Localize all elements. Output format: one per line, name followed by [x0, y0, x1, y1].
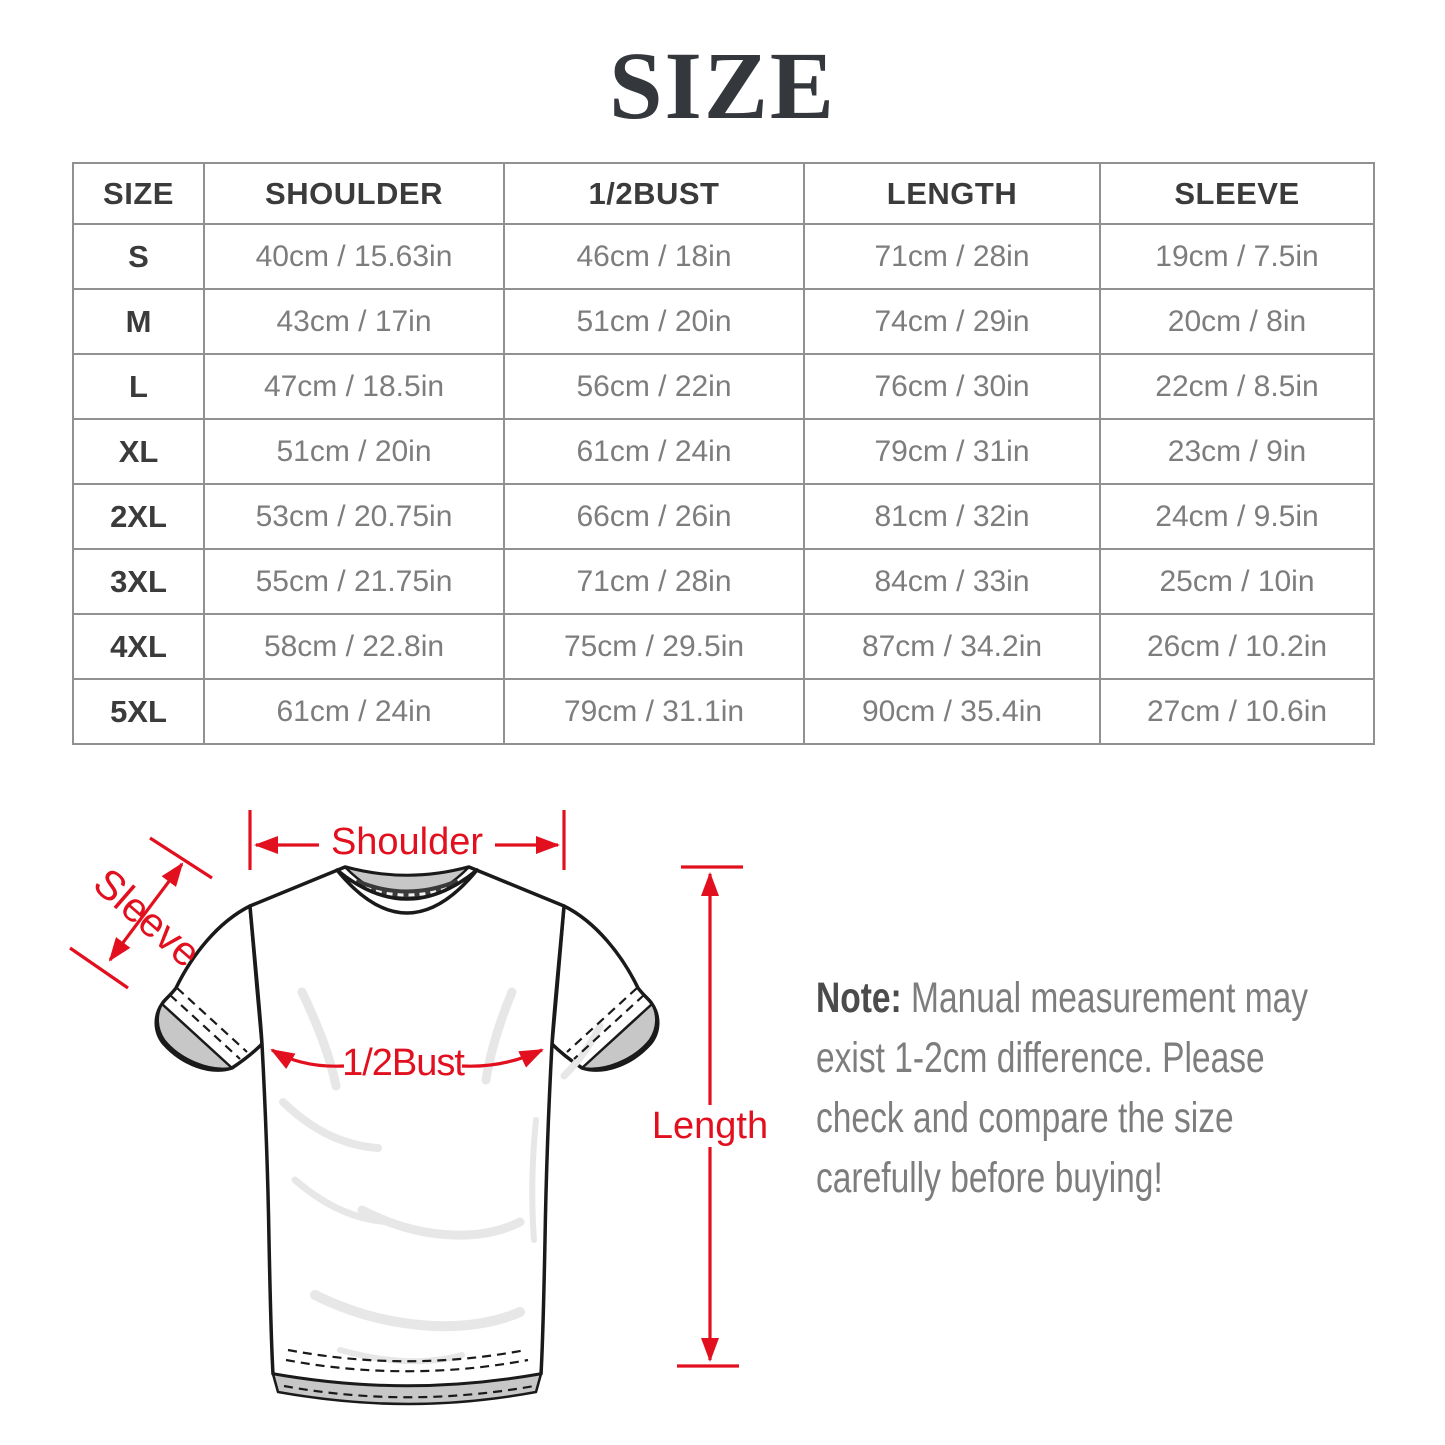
size-cell: 4XL [72, 613, 205, 680]
size-cell: 5XL [72, 678, 205, 745]
header-shoulder: SHOULDER [203, 162, 505, 225]
measurement-cell: 84cm / 33in [803, 548, 1101, 615]
shoulder-measure-label: Shoulder [318, 821, 496, 863]
half-bust-arrow [270, 1048, 544, 1070]
measurement-cell: 22cm / 8.5in [1099, 353, 1375, 420]
note-prefix: Note: [816, 974, 902, 1022]
measurement-cell: 61cm / 24in [203, 678, 505, 745]
table-row: 4XL 58cm / 22.8in 75cm / 29.5in 87cm / 34.2… [72, 613, 1375, 680]
note-line: exist 1-2cm difference. Please [816, 1034, 1265, 1082]
measurement-cell: 79cm / 31in [803, 418, 1101, 485]
measurement-cell: 51cm / 20in [503, 288, 805, 355]
measurement-cell: 19cm / 7.5in [1099, 223, 1375, 290]
measurement-cell: 53cm / 20.75in [203, 483, 505, 550]
note-line: check and compare the size [816, 1094, 1234, 1142]
sleeve-arrow [69, 836, 213, 990]
measurement-cell: 51cm / 20in [203, 418, 505, 485]
measurement-cell: 47cm / 18.5in [203, 353, 505, 420]
size-cell: 2XL [72, 483, 205, 550]
note-line: Note: Manual measurement may [816, 974, 1309, 1022]
size-cell: 3XL [72, 548, 205, 615]
measurement-cell: 71cm / 28in [803, 223, 1101, 290]
size-cell: L [72, 353, 205, 420]
measurement-cell: 66cm / 26in [503, 483, 805, 550]
measurement-cell: 81cm / 32in [803, 483, 1101, 550]
table-row: M 43cm / 17in 51cm / 20in 74cm / 29in 20cm /… [72, 288, 1375, 355]
measurement-cell: 87cm / 34.2in [803, 613, 1101, 680]
measurement-cell: 20cm / 8in [1099, 288, 1375, 355]
measurement-cell: 90cm / 35.4in [803, 678, 1101, 745]
measurement-cell: 23cm / 9in [1099, 418, 1375, 485]
table-row: 3XL 55cm / 21.75in 71cm / 28in 84cm / 33in 2… [72, 548, 1375, 615]
half-bust-measure-label: 1/2Bust [342, 1042, 465, 1084]
measurement-cell: 46cm / 18in [503, 223, 805, 290]
header-length: LENGTH [803, 162, 1101, 225]
table-row: 5XL 61cm / 24in 79cm / 31.1in 90cm / 35.4in… [72, 678, 1375, 745]
measurement-cell: 74cm / 29in [803, 288, 1101, 355]
measurement-cell: 56cm / 22in [503, 353, 805, 420]
measurement-cell: 71cm / 28in [503, 548, 805, 615]
table-row: XL 51cm / 20in 61cm / 24in 79cm / 31in 23cm … [72, 418, 1375, 485]
table-header-row: SIZE SHOULDER 1/2BUST LENGTH SLEEVE [72, 162, 1375, 225]
table-row: 2XL 53cm / 20.75in 66cm / 26in 81cm / 32in 2… [72, 483, 1375, 550]
header-sleeve: SLEEVE [1099, 162, 1375, 225]
measurement-cell: 79cm / 31.1in [503, 678, 805, 745]
header-size: SIZE [72, 162, 205, 225]
measurement-cell: 61cm / 24in [503, 418, 805, 485]
measurement-cell: 75cm / 29.5in [503, 613, 805, 680]
measurement-cell: 55cm / 21.75in [203, 548, 505, 615]
length-measure-label: Length [639, 1105, 781, 1147]
size-cell: XL [72, 418, 205, 485]
note-line: carefully before buying! [816, 1154, 1163, 1202]
measurement-cell: 27cm / 10.6in [1099, 678, 1375, 745]
size-table: SIZE SHOULDER 1/2BUST LENGTH SLEEVE S 40c… [72, 162, 1375, 745]
tshirt-diagram [69, 810, 743, 1406]
tshirt-illustration [154, 865, 660, 1406]
header-half-bust: 1/2BUST [503, 162, 805, 225]
measurement-cell: 25cm / 10in [1099, 548, 1375, 615]
measurement-cell: 26cm / 10.2in [1099, 613, 1375, 680]
measurement-cell: 40cm / 15.63in [203, 223, 505, 290]
note-text: Note: Manual measurement may exist 1-2cm … [816, 968, 1309, 1208]
measurement-cell: 58cm / 22.8in [203, 613, 505, 680]
measurement-cell: 24cm / 9.5in [1099, 483, 1375, 550]
size-cell: S [72, 223, 205, 290]
measurement-cell: 76cm / 30in [803, 353, 1101, 420]
table-row: S 40cm / 15.63in 46cm / 18in 71cm / 28in 19c… [72, 223, 1375, 290]
size-cell: M [72, 288, 205, 355]
page-title: SIZE [609, 32, 836, 139]
measurement-cell: 43cm / 17in [203, 288, 505, 355]
table-row: L 47cm / 18.5in 56cm / 22in 76cm / 30in 22cm… [72, 353, 1375, 420]
